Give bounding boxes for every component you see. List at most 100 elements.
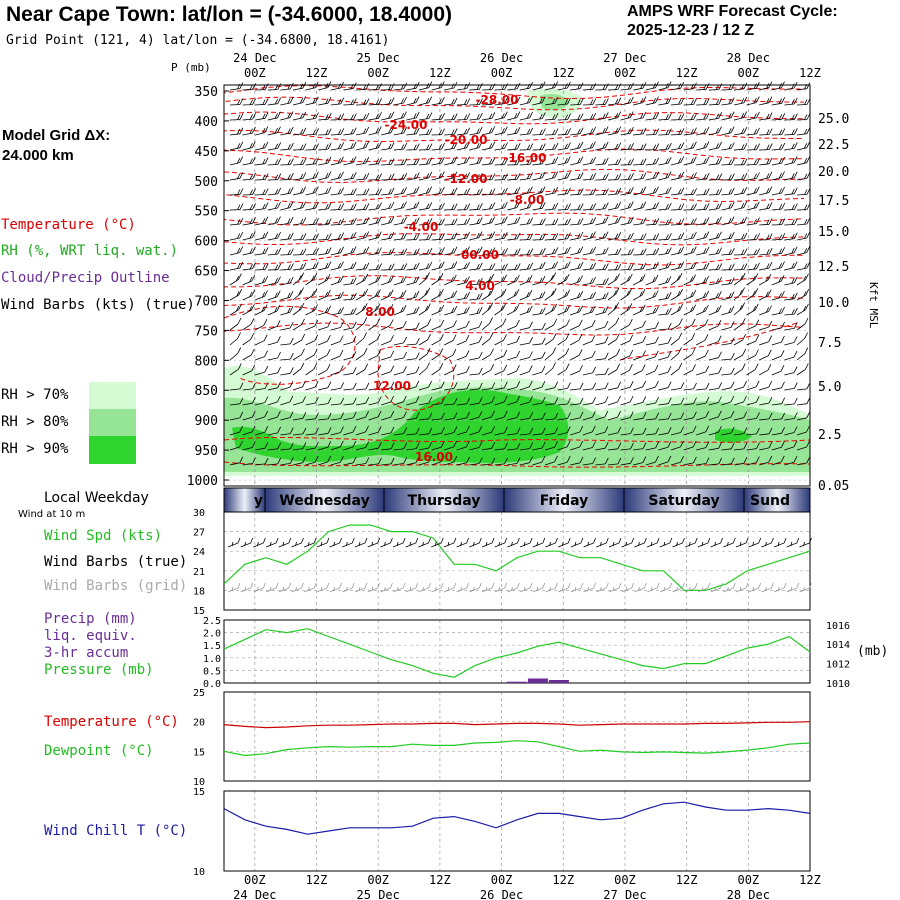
pressure-tick-label: 500 xyxy=(195,175,218,190)
wind-barb xyxy=(708,253,719,256)
wind-barb xyxy=(532,118,543,121)
wind-barb-feather xyxy=(768,143,773,150)
wind-barb-feather xyxy=(375,276,379,283)
wind-barb-grid xyxy=(532,582,546,593)
wind-barb xyxy=(456,431,467,436)
wind-barb xyxy=(796,119,808,121)
wind-barb-feather xyxy=(353,113,357,120)
wind-barb-feather xyxy=(252,246,256,253)
wind-barb xyxy=(582,325,593,331)
wind-barb-feather xyxy=(441,202,445,210)
wind-barb-feather xyxy=(592,141,596,148)
wind-barb-true xyxy=(608,537,622,548)
wind-barb-feather xyxy=(668,307,672,315)
wind-barb-feather xyxy=(503,126,508,133)
wind-barb-feather xyxy=(239,231,244,239)
wind-barb-feather xyxy=(350,278,354,285)
wind-barb xyxy=(355,463,366,466)
wind-barb xyxy=(620,269,631,271)
wind-barb xyxy=(645,327,656,331)
wind-barb xyxy=(406,296,417,301)
wind-barb xyxy=(267,401,278,406)
wind-barb-grid xyxy=(481,582,495,593)
wind-barb-true xyxy=(278,537,292,548)
wind-barb-feather xyxy=(529,186,533,193)
wind-barb xyxy=(519,342,530,346)
wind-barb xyxy=(318,253,329,256)
wind-barb xyxy=(570,296,580,301)
wind-barb xyxy=(620,355,630,361)
wind-barb-feather xyxy=(426,113,430,120)
wind-barb xyxy=(784,403,795,406)
wind-barb-feather xyxy=(604,141,609,148)
wind-barb-feather xyxy=(806,261,811,269)
wind-barb xyxy=(355,353,365,361)
wind-barb xyxy=(658,313,669,316)
wind-barb xyxy=(418,386,429,391)
wind-barb xyxy=(280,269,291,271)
wind-barb-feather xyxy=(277,410,281,418)
wind-barb xyxy=(733,222,744,226)
wind-barb-feather xyxy=(340,321,344,328)
wind-barb-feather xyxy=(264,382,269,389)
wind-barb-feather xyxy=(614,275,618,282)
wind-barb-feather xyxy=(655,396,659,404)
wind-barb xyxy=(255,416,265,421)
wind-barb xyxy=(670,338,680,346)
wind-barb-feather xyxy=(312,113,316,120)
wind-barb-feather xyxy=(249,276,253,283)
wind-barb-feather xyxy=(262,218,266,224)
wind-barb xyxy=(796,88,807,91)
wind-barb-feather xyxy=(718,366,722,374)
wind-barb-feather xyxy=(314,304,318,311)
wind-barb xyxy=(368,416,379,421)
isotherm-line xyxy=(223,294,805,309)
wind-barb xyxy=(456,312,467,316)
pressure-tick-label: 950 xyxy=(195,444,218,459)
wind-barb-grid xyxy=(329,582,342,593)
wind-barb-feather xyxy=(274,264,279,270)
wind-barb-feather xyxy=(778,129,783,135)
wind-barb-feather xyxy=(541,261,546,269)
wind-barb-feather xyxy=(629,411,634,418)
wind-barb-feather xyxy=(428,427,433,434)
wind-barb-feather xyxy=(589,143,593,149)
wind-barb-true xyxy=(545,537,558,548)
wind-barb xyxy=(696,416,706,421)
wind-barb-feather xyxy=(501,249,505,255)
wind-barb xyxy=(519,386,530,391)
wind-barb-feather xyxy=(604,157,609,164)
wind-barb-feather xyxy=(416,158,420,165)
wind-barb xyxy=(406,164,417,166)
wind-barb-feather xyxy=(667,366,672,373)
wind-barb-feather xyxy=(413,98,417,104)
wind-barb-feather xyxy=(794,128,798,135)
wind-barb-feather xyxy=(577,114,581,120)
wind-barb xyxy=(431,118,442,121)
wind-barb-feather xyxy=(640,129,644,135)
wind-barb-feather xyxy=(289,96,294,104)
wind-barb-feather xyxy=(441,156,445,164)
wind-barb xyxy=(507,178,518,181)
wind-barb-feather xyxy=(529,456,533,463)
wind-barb-feather xyxy=(350,114,354,120)
wind-barb-feather xyxy=(652,83,656,89)
wind-barb-feather xyxy=(665,219,669,225)
wind-barb-feather xyxy=(552,204,556,210)
wind-barb-feather xyxy=(528,365,533,372)
wind-barb-feather xyxy=(451,263,455,269)
wind-barb xyxy=(620,102,631,106)
isotherm-label: -24.00 xyxy=(385,118,428,132)
wind-barb xyxy=(305,433,316,436)
wind-barb-feather xyxy=(501,113,505,119)
wind-barb-feather xyxy=(665,129,669,135)
wind-barb-feather xyxy=(692,440,697,448)
wind-barb xyxy=(519,207,530,211)
wind-barb xyxy=(784,193,795,196)
wind-barb-feather xyxy=(302,127,307,134)
wind-barb xyxy=(242,280,252,286)
wind-barb xyxy=(381,148,392,151)
wind-barb xyxy=(784,446,795,451)
wind-barb xyxy=(633,310,643,316)
wind-barb-feather xyxy=(614,203,619,209)
